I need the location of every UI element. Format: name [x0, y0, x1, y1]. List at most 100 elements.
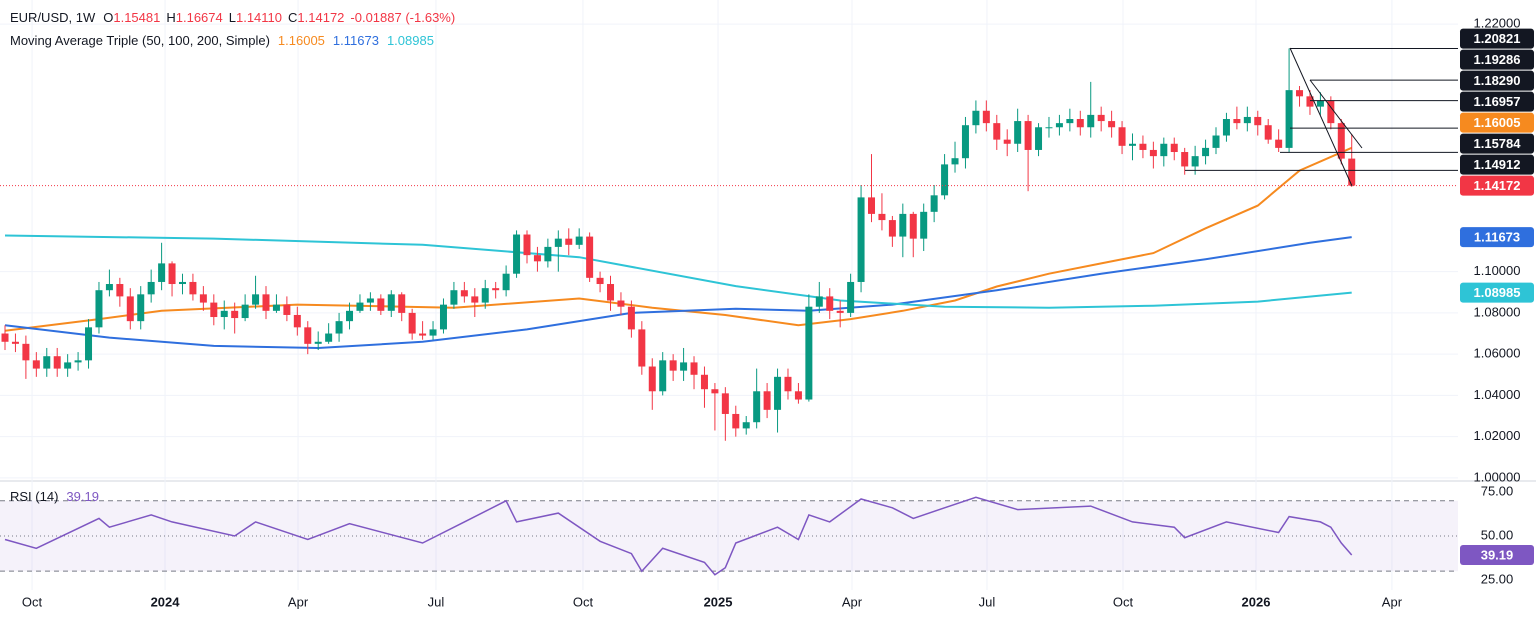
candle-body	[774, 376, 782, 410]
candle-body	[1055, 123, 1063, 128]
header: EUR/USD, 1W O1.15481 H1.16674 L1.14110 C1.14…	[10, 10, 455, 25]
price-label: 1.19286	[1474, 52, 1521, 67]
candle-body	[836, 310, 844, 313]
candle-body	[492, 288, 500, 291]
candle-body	[450, 290, 458, 305]
candle-body	[116, 284, 124, 297]
candle-body	[147, 281, 155, 295]
candle-body	[1128, 143, 1136, 146]
candle-body	[64, 362, 72, 369]
price-label-box	[1460, 112, 1534, 133]
indicator-legend: Moving Average Triple (50, 100, 200, Sim…	[10, 33, 434, 48]
candle-body	[1285, 90, 1293, 148]
x-tick-label: 2026	[1242, 594, 1271, 609]
candle-body	[304, 327, 312, 344]
candle-body	[659, 360, 667, 392]
candle-body	[627, 306, 635, 330]
candle-body	[178, 281, 186, 285]
candle-body	[1118, 127, 1126, 146]
candle-body	[126, 296, 134, 322]
candle-body	[53, 356, 61, 369]
price-label: 1.14912	[1474, 157, 1521, 172]
candle-body	[419, 333, 427, 336]
candle-body	[794, 391, 802, 400]
trend-line	[1309, 79, 1363, 149]
candle-body	[920, 211, 928, 239]
candle-body	[972, 110, 980, 126]
ohlc-label: O	[103, 10, 113, 25]
price-label-box	[1460, 175, 1534, 196]
candle-body	[961, 125, 969, 159]
candle-body	[481, 288, 489, 303]
price-label-box	[1460, 49, 1534, 70]
rsi-value: 39.19	[66, 489, 99, 504]
ohlc-value: 1.16674	[176, 10, 223, 25]
candle-body	[137, 294, 145, 322]
candle-body	[1233, 119, 1241, 124]
candle-body	[439, 304, 447, 330]
candle-body	[314, 341, 322, 344]
candle-body	[1337, 123, 1345, 159]
candle-body	[586, 236, 594, 278]
candle-body	[22, 343, 30, 361]
candle-body	[1348, 158, 1356, 186]
ohlc-value: 1.14172	[297, 10, 344, 25]
candle-body	[1076, 119, 1084, 128]
price-label-box	[1460, 227, 1534, 248]
candle-body	[1066, 119, 1074, 124]
candle-body	[1181, 152, 1189, 167]
candle-body	[199, 294, 207, 303]
candle-body	[888, 220, 896, 237]
candle-body	[325, 333, 333, 342]
candle-body	[1149, 149, 1157, 157]
price-label-box	[1460, 70, 1534, 91]
candle-body	[878, 213, 886, 221]
candle-body	[189, 281, 197, 295]
candle-body	[387, 294, 395, 311]
candle-body	[1275, 139, 1283, 148]
candle-body	[335, 321, 343, 334]
candle-body	[1035, 127, 1043, 150]
candle-body	[283, 304, 291, 315]
candle-body	[575, 236, 583, 245]
candle-body	[1, 333, 9, 342]
candle-body	[721, 393, 729, 414]
candle-body	[1170, 143, 1178, 153]
candle-body	[11, 341, 19, 344]
candle-body	[941, 164, 949, 196]
x-tick-label: Apr	[1382, 594, 1403, 609]
candle-body	[638, 329, 646, 367]
candle-body	[648, 366, 656, 392]
candle-body	[168, 263, 176, 285]
candle-body	[105, 284, 113, 291]
candle-body	[210, 302, 218, 318]
candle-body	[669, 360, 677, 371]
ohlc-value: 1.15481	[113, 10, 160, 25]
candle-body	[1212, 135, 1220, 148]
candle-body	[398, 294, 406, 313]
candle-body	[1045, 127, 1053, 129]
candle-body	[262, 294, 270, 311]
candle-body	[554, 238, 562, 247]
price-label-box	[1460, 91, 1534, 112]
candle-body	[1254, 116, 1262, 126]
candle-body	[346, 310, 354, 322]
moving-average-line	[4, 146, 1353, 332]
candle-body	[356, 302, 364, 311]
candle-body	[1243, 116, 1251, 124]
trend-line	[1289, 47, 1353, 187]
candle-body	[1191, 156, 1199, 167]
price-label: 1.14172	[1474, 178, 1521, 193]
candle-body	[1108, 121, 1116, 128]
candle-body	[1003, 139, 1011, 144]
candle-body	[1264, 125, 1272, 140]
candle-body	[857, 197, 865, 282]
candle-body	[513, 234, 521, 274]
candle-body	[366, 298, 374, 303]
y-tick-label: 1.08000	[1474, 304, 1521, 319]
candle-body	[158, 263, 166, 282]
candle-body	[1222, 119, 1230, 136]
x-tick-label: Apr	[288, 594, 309, 609]
candle-body	[763, 391, 771, 410]
candle-body	[680, 362, 688, 371]
